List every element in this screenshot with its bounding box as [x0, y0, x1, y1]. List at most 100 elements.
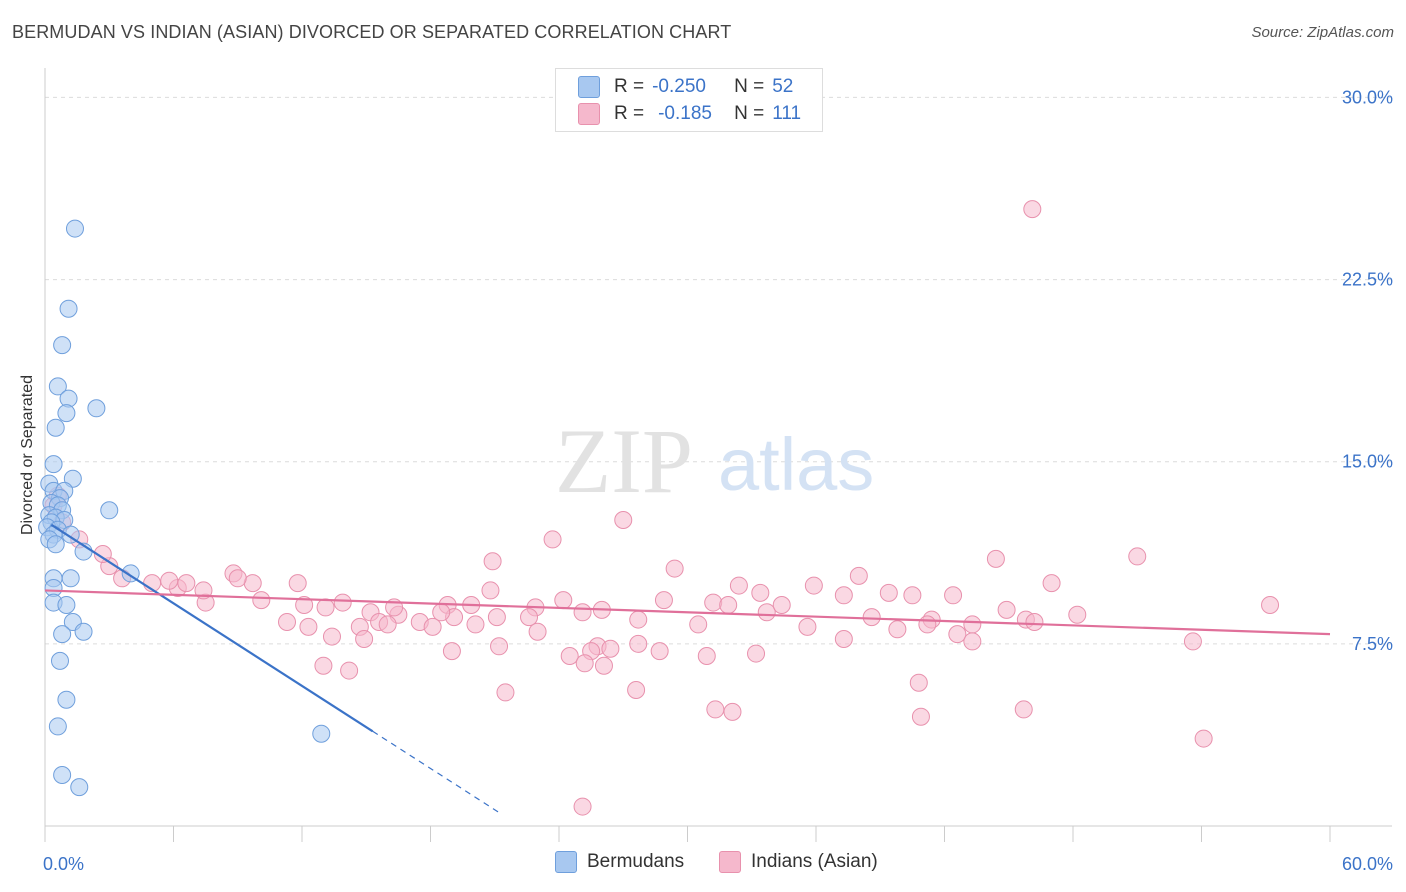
legend-n-value: 52 — [772, 76, 794, 97]
legend-n-label: N = — [734, 103, 765, 124]
indian-point — [627, 681, 646, 699]
indian-point — [650, 642, 669, 661]
watermark-zip: ZIP — [555, 410, 693, 512]
x-tick-label: 0.0% — [43, 854, 84, 874]
bottom-legend-indians: Indians (Asian) — [719, 851, 878, 873]
indian-trend-line — [44, 589, 1331, 636]
bermudan-point — [74, 622, 93, 641]
indian-point — [757, 603, 776, 622]
indian-point — [1261, 596, 1280, 614]
indian-point — [903, 586, 922, 605]
indian-point — [299, 617, 318, 636]
indian-point — [948, 625, 967, 644]
indian-point — [723, 702, 742, 721]
indian-point — [594, 656, 613, 675]
indian-point — [729, 576, 748, 595]
indian-point — [629, 610, 648, 629]
correlation-legend: R = -0.250 N = 52 R = -0.185 N = 111 — [555, 68, 823, 132]
indian-point — [1042, 574, 1061, 593]
indian-point — [997, 600, 1016, 619]
indian-point — [909, 673, 928, 692]
indian-point — [862, 608, 881, 627]
indian-point — [575, 654, 594, 673]
indian-point — [689, 615, 708, 634]
bermudan-trend-extension — [372, 730, 502, 815]
indian-point — [601, 639, 620, 658]
indian-point — [963, 632, 982, 651]
bermudan-point — [70, 778, 89, 797]
legend-row-bermudans: R = -0.250 N = 52 — [578, 75, 793, 99]
indian-point — [573, 603, 592, 622]
indian-point — [911, 707, 930, 726]
indian-point — [654, 591, 673, 610]
indian-point — [804, 576, 823, 595]
indian-point — [1183, 632, 1202, 651]
indian-point — [340, 661, 359, 680]
indian-point — [314, 656, 333, 675]
x-tick-label: 60.0% — [1342, 854, 1393, 874]
bermudan-point — [46, 418, 65, 437]
legend-n-value: 111 — [772, 103, 802, 124]
legend-r-value: -0.185 — [658, 103, 712, 124]
indian-point — [333, 593, 352, 612]
indian-point — [798, 617, 817, 636]
bermudan-point — [48, 717, 67, 736]
axes — [44, 68, 1392, 842]
indian-point — [278, 613, 297, 631]
indian-point — [423, 617, 442, 636]
indian-point — [772, 596, 791, 614]
indian-point — [520, 608, 539, 627]
y-tick-label: 7.5% — [1352, 634, 1393, 654]
indian-point — [1014, 700, 1033, 719]
bottom-legend-label: Indians (Asian) — [751, 851, 878, 872]
indian-point — [1128, 547, 1147, 566]
indian-point — [483, 552, 502, 571]
indian-point — [560, 647, 579, 665]
bottom-legend-swatch-pink — [719, 851, 741, 873]
indian-point — [316, 598, 335, 617]
indian-point — [543, 530, 562, 549]
indian-point — [1025, 613, 1044, 631]
indian-point — [378, 615, 397, 634]
bermudan-point — [61, 569, 80, 588]
legend-r-label: R = — [614, 76, 645, 97]
legend-swatch-pink — [578, 103, 600, 125]
bermudan-point — [65, 219, 84, 238]
indian-point — [834, 586, 853, 605]
indian-point — [834, 630, 853, 648]
indian-point — [481, 581, 500, 600]
bermudan-point — [46, 535, 65, 554]
bermudan-point — [57, 690, 76, 709]
legend-row-indians: R = -0.185 N = 111 — [578, 102, 801, 126]
bermudan-point — [44, 455, 63, 474]
indian-point — [1023, 200, 1042, 219]
indian-point — [849, 566, 868, 585]
indian-point — [228, 569, 247, 588]
indian-point — [243, 574, 262, 593]
indian-point — [496, 683, 515, 702]
indian-point — [487, 608, 506, 627]
indian-point — [432, 603, 451, 622]
bermudan-point — [50, 651, 69, 670]
watermark-atlas: atlas — [718, 423, 874, 506]
bermudan-point — [53, 625, 72, 644]
indian-point — [573, 797, 592, 816]
indian-point — [177, 574, 196, 593]
indian-point — [160, 571, 179, 590]
indian-point — [751, 583, 770, 602]
legend-r-value: -0.250 — [652, 76, 706, 97]
bermudan-point — [59, 299, 78, 318]
bermudan-point — [48, 377, 67, 396]
indian-point — [93, 545, 112, 563]
indian-point — [252, 591, 271, 610]
indian-point — [490, 637, 509, 656]
tick-labels: 7.5% 15.0% 22.5% 30.0% 0.0% 60.0% — [43, 87, 1393, 874]
indian-point — [879, 583, 898, 602]
bermudan-point — [100, 501, 119, 520]
indian-point — [986, 549, 1005, 568]
indian-point — [719, 596, 738, 614]
indian-point — [442, 642, 461, 661]
bermudan-point — [57, 596, 76, 614]
y-tick-label: 15.0% — [1342, 452, 1393, 472]
